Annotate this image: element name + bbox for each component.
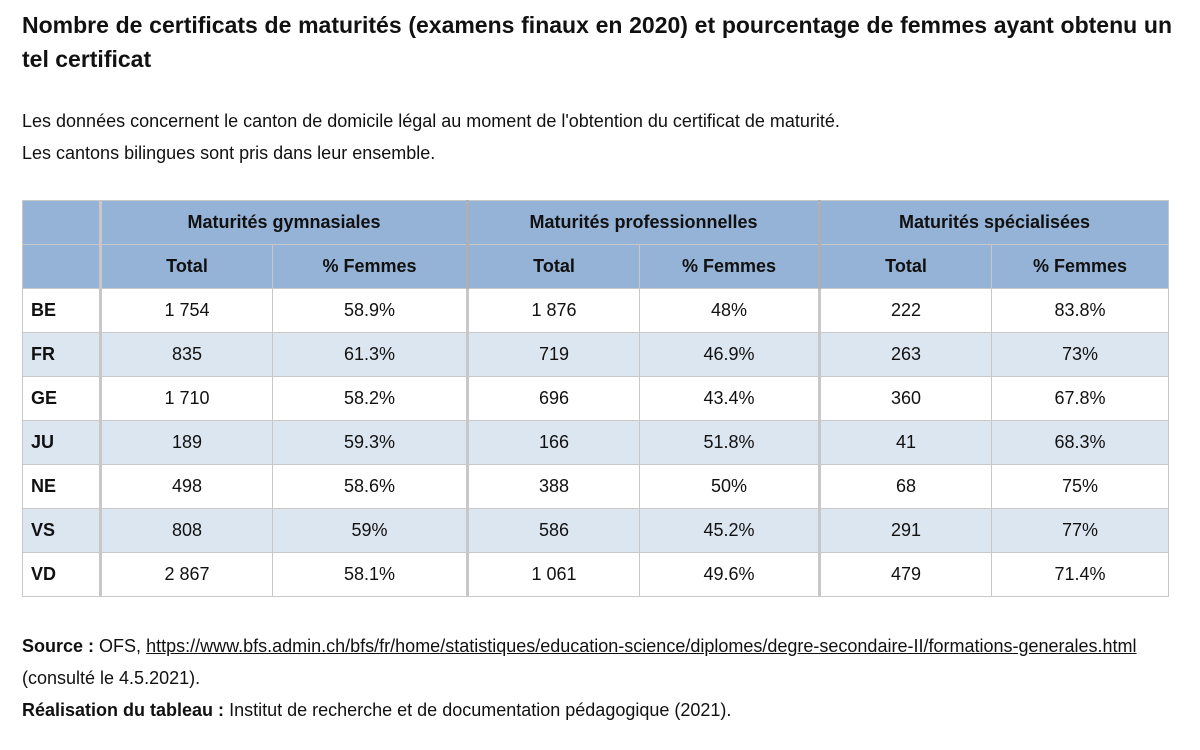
percent-women-cell: 51.8%: [639, 420, 821, 465]
total-cell: 360: [818, 376, 993, 421]
column-header: Total: [100, 244, 273, 289]
percent-women-cell: 43.4%: [639, 376, 821, 421]
canton-cell: GE: [22, 376, 102, 421]
canton-cell: VD: [22, 552, 102, 597]
percent-women-cell: 49.6%: [639, 552, 821, 597]
percent-women-cell: 75%: [991, 464, 1170, 509]
total-cell: 1 754: [100, 288, 273, 333]
data-table: Maturités gymnasiales Maturités professi…: [22, 200, 1170, 597]
corner-cell: [22, 200, 102, 245]
percent-women-cell: 59.3%: [271, 420, 469, 465]
total-cell: 1 876: [466, 288, 641, 333]
percent-women-cell: 77%: [991, 508, 1170, 553]
total-cell: 808: [100, 508, 273, 553]
total-cell: 388: [466, 464, 641, 509]
canton-cell: JU: [22, 420, 102, 465]
source-note: Source : OFS, https://www.bfs.admin.ch/b…: [22, 630, 1172, 726]
source-label: Source :: [22, 636, 95, 656]
canton-cell: FR: [22, 332, 102, 377]
table-row: NE 498 58.6% 388 50% 68 75%: [22, 464, 1170, 509]
table-row: GE 1 710 58.2% 696 43.4% 360 67.8%: [22, 376, 1170, 421]
table-row: VD 2 867 58.1% 1 061 49.6% 479 71.4%: [22, 552, 1170, 597]
group-header: Maturités spécialisées: [818, 200, 1170, 245]
percent-women-cell: 58.2%: [271, 376, 469, 421]
canton-cell: VS: [22, 508, 102, 553]
column-header: Total: [466, 244, 641, 289]
corner-cell: [22, 244, 102, 289]
total-cell: 189: [100, 420, 273, 465]
subheader-row: Total % Femmes Total % Femmes Total % Fe…: [22, 244, 1170, 289]
total-cell: 479: [818, 552, 993, 597]
table-body: BE 1 754 58.9% 1 876 48% 222 83.8% FR 835 61.3% 71…: [22, 288, 1170, 597]
percent-women-cell: 58.1%: [271, 552, 469, 597]
source-prefix: OFS,: [99, 636, 142, 656]
group-header: Maturités professionnelles: [466, 200, 821, 245]
total-cell: 1 061: [466, 552, 641, 597]
total-cell: 291: [818, 508, 993, 553]
total-cell: 41: [818, 420, 993, 465]
realisation-label: Réalisation du tableau :: [22, 700, 225, 720]
table-row: JU 189 59.3% 166 51.8% 41 68.3%: [22, 420, 1170, 465]
column-header: Total: [818, 244, 993, 289]
percent-women-cell: 68.3%: [991, 420, 1170, 465]
source-suffix: (consulté le 4.5.2021).: [22, 668, 201, 688]
column-header: % Femmes: [639, 244, 821, 289]
total-cell: 263: [818, 332, 993, 377]
page-title: Nombre de certificats de maturités (exam…: [22, 12, 1172, 72]
realisation-text: Institut de recherche et de documentatio…: [229, 700, 732, 720]
percent-women-cell: 50%: [639, 464, 821, 509]
table-row: FR 835 61.3% 719 46.9% 263 73%: [22, 332, 1170, 377]
percent-women-cell: 73%: [991, 332, 1170, 377]
column-header: % Femmes: [991, 244, 1170, 289]
total-cell: 835: [100, 332, 273, 377]
percent-women-cell: 48%: [639, 288, 821, 333]
subtitle: Les données concernent le canton de domi…: [22, 105, 840, 169]
total-cell: 222: [818, 288, 993, 333]
total-cell: 696: [466, 376, 641, 421]
percent-women-cell: 61.3%: [271, 332, 469, 377]
subtitle-line: Les cantons bilingues sont pris dans leu…: [22, 143, 436, 163]
source-link[interactable]: https://www.bfs.admin.ch/bfs/fr/home/sta…: [146, 636, 1137, 656]
column-header: % Femmes: [271, 244, 469, 289]
percent-women-cell: 58.6%: [271, 464, 469, 509]
percent-women-cell: 71.4%: [991, 552, 1170, 597]
percent-women-cell: 83.8%: [991, 288, 1170, 333]
percent-women-cell: 59%: [271, 508, 469, 553]
percent-women-cell: 58.9%: [271, 288, 469, 333]
group-header-row: Maturités gymnasiales Maturités professi…: [22, 200, 1170, 245]
percent-women-cell: 67.8%: [991, 376, 1170, 421]
total-cell: 719: [466, 332, 641, 377]
table-row: VS 808 59% 586 45.2% 291 77%: [22, 508, 1170, 553]
percent-women-cell: 45.2%: [639, 508, 821, 553]
total-cell: 586: [466, 508, 641, 553]
total-cell: 166: [466, 420, 641, 465]
canton-cell: NE: [22, 464, 102, 509]
total-cell: 1 710: [100, 376, 273, 421]
total-cell: 2 867: [100, 552, 273, 597]
group-header: Maturités gymnasiales: [99, 200, 469, 245]
percent-women-cell: 46.9%: [639, 332, 821, 377]
table-row: BE 1 754 58.9% 1 876 48% 222 83.8%: [22, 288, 1170, 333]
subtitle-line: Les données concernent le canton de domi…: [22, 111, 840, 131]
total-cell: 498: [100, 464, 273, 509]
canton-cell: BE: [22, 288, 102, 333]
total-cell: 68: [818, 464, 993, 509]
